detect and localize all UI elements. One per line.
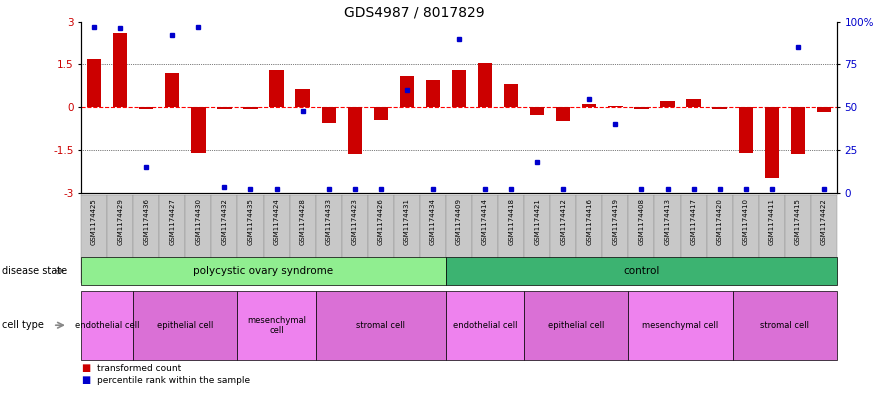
Text: disease state: disease state	[2, 266, 67, 276]
Bar	[790, 107, 805, 154]
Text: GSM1174417: GSM1174417	[691, 198, 697, 246]
Bar	[556, 107, 570, 121]
Text: GSM1174436: GSM1174436	[144, 198, 149, 246]
Bar	[243, 107, 257, 108]
Bar	[817, 107, 831, 112]
Text: GSM1174426: GSM1174426	[378, 198, 384, 245]
Text: GSM1174422: GSM1174422	[821, 198, 827, 245]
Bar	[295, 88, 310, 107]
Text: GSM1174424: GSM1174424	[273, 198, 279, 245]
Text: GSM1174416: GSM1174416	[587, 198, 592, 246]
Bar	[686, 99, 700, 107]
Bar	[530, 107, 544, 115]
Text: GSM1174408: GSM1174408	[639, 198, 645, 246]
Bar	[452, 70, 466, 107]
Bar	[218, 107, 232, 108]
Text: GSM1174412: GSM1174412	[560, 198, 566, 245]
Bar	[165, 73, 180, 107]
Bar	[765, 107, 779, 178]
Text: stromal cell: stromal cell	[760, 321, 810, 330]
Bar	[634, 107, 648, 108]
Text: GSM1174423: GSM1174423	[352, 198, 358, 245]
Bar	[87, 59, 101, 107]
Bar	[139, 107, 153, 109]
Text: GSM1174414: GSM1174414	[482, 198, 488, 245]
Text: endothelial cell: endothelial cell	[453, 321, 517, 330]
Bar	[426, 80, 440, 107]
Text: GSM1174425: GSM1174425	[91, 198, 97, 245]
Bar	[738, 107, 753, 152]
Text: GSM1174432: GSM1174432	[221, 198, 227, 245]
Text: GSM1174431: GSM1174431	[403, 198, 410, 246]
Text: ■: ■	[81, 364, 90, 373]
Text: cell type: cell type	[2, 320, 44, 330]
Text: polycystic ovary syndrome: polycystic ovary syndrome	[194, 266, 334, 276]
Bar	[661, 101, 675, 107]
Bar	[374, 107, 388, 120]
Text: ■: ■	[81, 375, 90, 385]
Text: GSM1174415: GSM1174415	[795, 198, 801, 245]
Text: epithelial cell: epithelial cell	[548, 321, 604, 330]
Text: epithelial cell: epithelial cell	[157, 321, 213, 330]
Text: GSM1174433: GSM1174433	[326, 198, 331, 246]
Bar	[348, 107, 362, 154]
Bar	[582, 104, 596, 107]
Text: GSM1174428: GSM1174428	[300, 198, 306, 245]
Text: GSM1174420: GSM1174420	[716, 198, 722, 245]
Text: GSM1174421: GSM1174421	[534, 198, 540, 245]
Text: GSM1174410: GSM1174410	[743, 198, 749, 246]
Bar	[608, 106, 623, 107]
Text: mesenchymal cell: mesenchymal cell	[642, 321, 719, 330]
Text: GSM1174430: GSM1174430	[196, 198, 202, 246]
Bar	[504, 84, 518, 107]
Text: GSM1174419: GSM1174419	[612, 198, 618, 246]
Text: GSM1174434: GSM1174434	[430, 198, 436, 245]
Bar	[191, 107, 205, 152]
Bar	[322, 107, 336, 123]
Text: GSM1174418: GSM1174418	[508, 198, 515, 246]
Text: GSM1174427: GSM1174427	[169, 198, 175, 245]
Text: GDS4987 / 8017829: GDS4987 / 8017829	[344, 6, 485, 20]
Text: GSM1174435: GSM1174435	[248, 198, 254, 245]
Bar	[400, 76, 414, 107]
Text: GSM1174411: GSM1174411	[769, 198, 774, 246]
Text: stromal cell: stromal cell	[356, 321, 405, 330]
Text: endothelial cell: endothelial cell	[75, 321, 139, 330]
Bar	[478, 63, 492, 107]
Text: mesenchymal
cell: mesenchymal cell	[247, 316, 306, 335]
Text: transformed count: transformed count	[97, 364, 181, 373]
Bar	[713, 107, 727, 108]
Text: GSM1174413: GSM1174413	[664, 198, 670, 246]
Text: control: control	[623, 266, 660, 276]
Bar	[270, 70, 284, 107]
Text: GSM1174409: GSM1174409	[456, 198, 462, 246]
Text: percentile rank within the sample: percentile rank within the sample	[97, 376, 250, 385]
Bar	[113, 33, 128, 107]
Text: GSM1174429: GSM1174429	[117, 198, 123, 245]
